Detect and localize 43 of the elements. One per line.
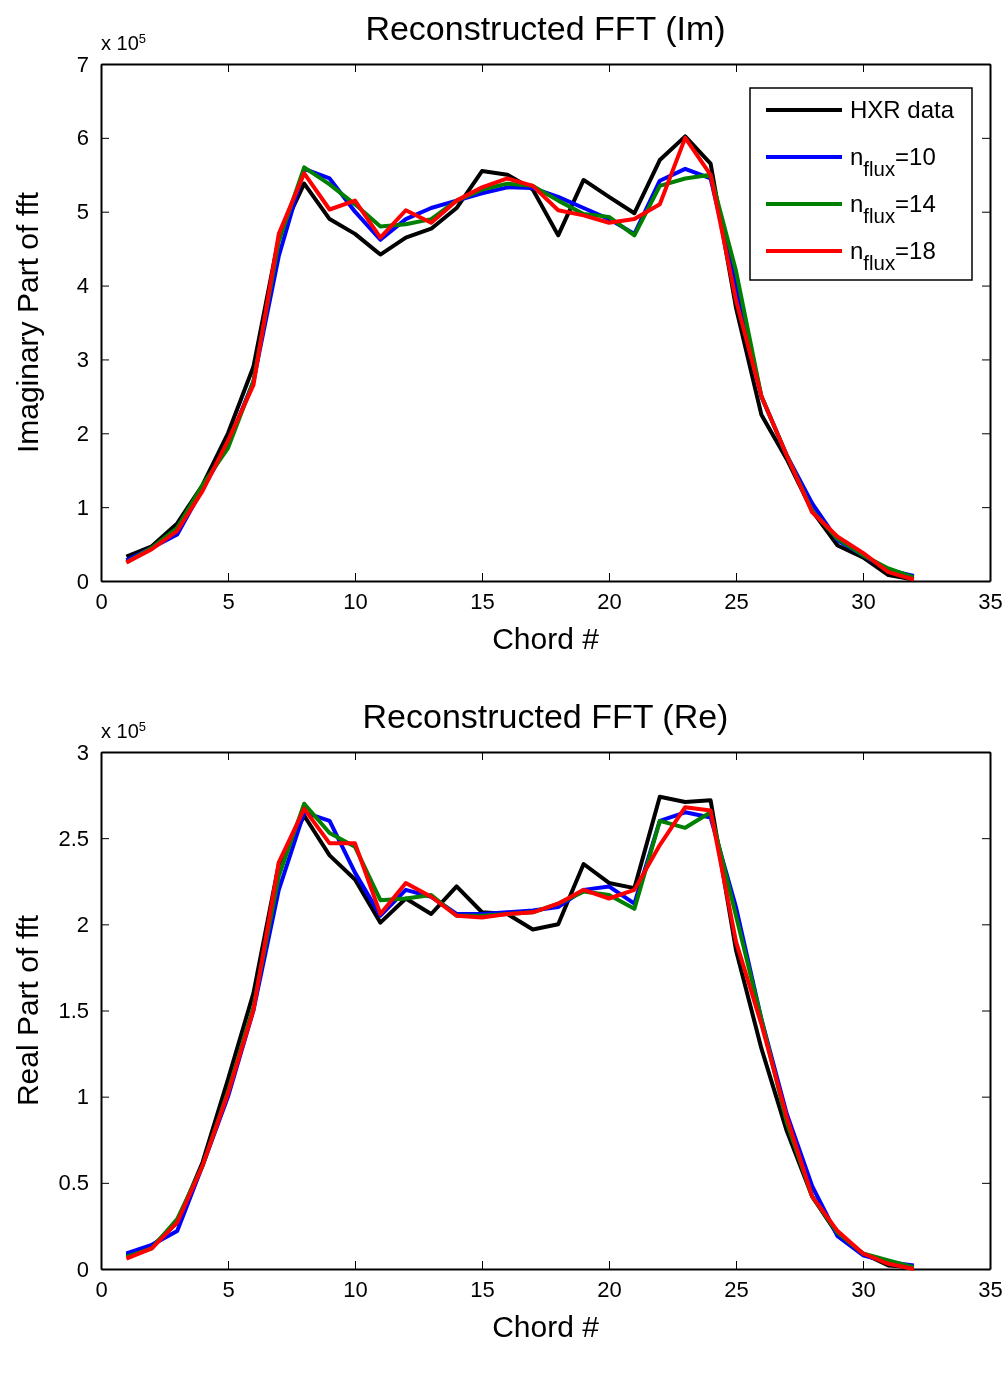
text: x 10$^{5}$ [101, 30, 147, 54]
chart-title: Reconstructed FFT (Im) [365, 9, 726, 47]
x-tick-label: 25 [724, 588, 749, 614]
x-tick-label: 0 [95, 588, 108, 614]
x-tick-label: 15 [470, 588, 495, 614]
x-tick-label: 5 [222, 588, 235, 614]
x-tick-label: 5 [222, 1276, 235, 1302]
x-tick-label: 10 [343, 588, 368, 614]
x-tick-label: 0 [95, 1276, 108, 1302]
legend-label: n$_{flux}$=14 [850, 190, 936, 227]
legend-label: n$_{flux}$=18 [850, 237, 936, 274]
legend-label: HXR data [850, 96, 955, 123]
x-tick-label: 35 [978, 1276, 1003, 1302]
y-tick-label: 1 [76, 494, 89, 520]
y-tick-label: 3 [76, 739, 89, 765]
y-tick-label: 1.5 [58, 998, 89, 1024]
y-tick-label: 0 [76, 568, 89, 594]
x-tick-label: 15 [470, 1276, 495, 1302]
y-tick-label: 2 [76, 911, 89, 937]
y-tick-label: 4 [76, 273, 89, 299]
y-tick-label: 0 [76, 1256, 89, 1282]
y-axis-title: Real Part of fft [11, 914, 44, 1107]
y-tick-label: 0.5 [58, 1170, 89, 1196]
x-tick-label: 25 [724, 1276, 749, 1302]
y-axis-title: Imaginary Part of fft [11, 191, 44, 454]
chart-title: Reconstructed FFT (Re) [362, 697, 729, 735]
x-tick-label: 10 [343, 1276, 368, 1302]
y-tick-label: 7 [76, 51, 89, 77]
legend-label: n$_{flux}$=10 [850, 143, 936, 180]
y-tick-label: 5 [76, 199, 89, 225]
y-tick-label: 2.5 [58, 825, 89, 851]
x-axis-title: Chord # [492, 1310, 600, 1343]
y-tick-label: 6 [76, 125, 89, 151]
x-axis-title: Chord # [492, 622, 600, 655]
y-tick-label: 2 [76, 420, 89, 446]
x-tick-label: 30 [851, 588, 876, 614]
x-tick-label: 30 [851, 1276, 876, 1302]
x-tick-label: 35 [978, 588, 1003, 614]
x-tick-label: 20 [597, 1276, 622, 1302]
y-tick-label: 1 [76, 1084, 89, 1110]
x-tick-label: 20 [597, 588, 622, 614]
text: x 10$^{5}$ [101, 718, 147, 742]
y-tick-label: 3 [76, 346, 89, 372]
